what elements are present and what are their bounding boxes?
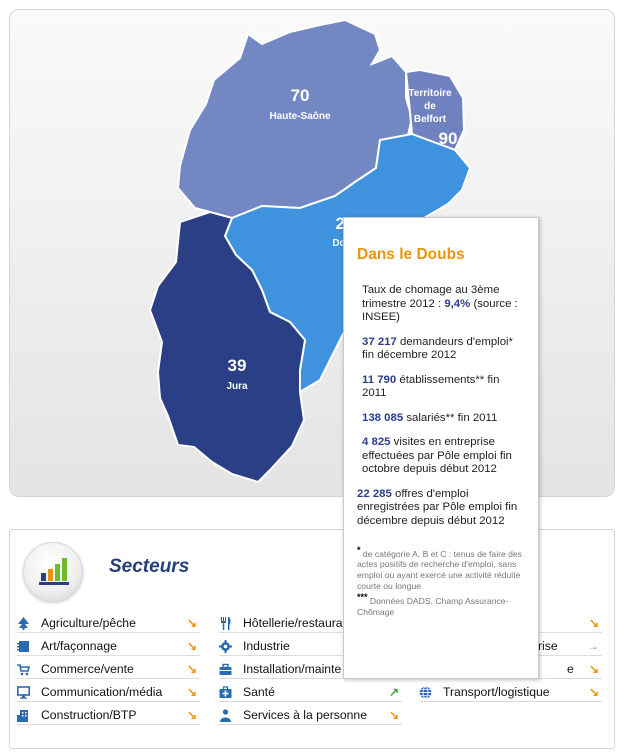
sector-item-art[interactable]: Art/façonnage ↘ bbox=[17, 638, 200, 656]
region-39-number: 39 bbox=[228, 356, 247, 375]
popup-title: Dans le Doubs bbox=[357, 246, 465, 263]
sector-item-commerce[interactable]: Commerce/vente ↘ bbox=[17, 661, 200, 679]
stat-job-offers: 22 285 offres d'emploi enregistrées par … bbox=[357, 488, 526, 529]
sector-item-industrie[interactable]: Industrie bbox=[219, 638, 402, 656]
sector-label: Construction/BTP bbox=[41, 708, 137, 722]
trend-arrow-icon: ↘ bbox=[186, 685, 197, 699]
stat-value: 37 217 bbox=[362, 335, 397, 348]
sector-item-installation[interactable]: Installation/mainte bbox=[219, 661, 402, 679]
footnote: * de catégorie A, B et C : tenus de fair… bbox=[357, 545, 526, 591]
region-90-number: 90 bbox=[439, 129, 458, 148]
trend-arrow-icon: ↘ bbox=[186, 639, 197, 653]
doubs-info-popup: Dans le Doubs Taux de chomage au 3ème tr… bbox=[343, 217, 539, 679]
region-jura[interactable] bbox=[148, 210, 307, 484]
stat-employees: 138 085 salariés** fin 2011 bbox=[357, 412, 526, 426]
stat-text: établissements** fin 2011 bbox=[362, 373, 500, 400]
sector-label: Commerce/vente bbox=[41, 662, 134, 676]
sector-label: Communication/média bbox=[41, 685, 163, 699]
region-25-name: Do bbox=[332, 238, 345, 249]
footnote: *** Données DADS, Champ Assurance-Chômag… bbox=[357, 592, 526, 617]
sector-label: Agriculture/pêche bbox=[41, 616, 136, 630]
sector-item-agriculture[interactable]: Agriculture/pêche ↘ bbox=[17, 615, 200, 633]
region-90-name-line2: de bbox=[424, 101, 436, 112]
sector-label: Industrie bbox=[243, 639, 290, 653]
region-90-name-line3: Belfort bbox=[414, 114, 447, 125]
footnote-text: Données DADS, Champ Assurance-Chômage bbox=[357, 596, 509, 617]
person-icon bbox=[220, 709, 231, 722]
sector-item-hotellerie[interactable]: Hôtellerie/restaura bbox=[219, 615, 402, 633]
cutlery-icon bbox=[221, 617, 231, 630]
sector-label: Hôtellerie/restaura bbox=[243, 616, 343, 630]
sector-item-construction[interactable]: Construction/BTP ↘ bbox=[17, 707, 200, 725]
cart-icon bbox=[17, 664, 30, 676]
stat-job-seekers: 37 217 demandeurs d'emploi* fin décembre… bbox=[357, 336, 526, 363]
sector-label: Services à la personne bbox=[243, 708, 367, 722]
sector-item-sante[interactable]: Santé ↗ bbox=[219, 684, 402, 702]
footnote-mark: * bbox=[357, 545, 361, 555]
stat-value: 9,4% bbox=[444, 297, 471, 310]
region-70-number: 70 bbox=[291, 86, 310, 105]
notebook-icon bbox=[17, 641, 29, 652]
globe-icon bbox=[419, 686, 432, 699]
stat-establishments: 11 790 établissements** fin 2011 bbox=[357, 374, 526, 401]
popup-footnotes: * de catégorie A, B et C : tenus de fair… bbox=[357, 545, 526, 617]
stat-value: 11 790 bbox=[362, 373, 397, 386]
trend-arrow-icon: ↘ bbox=[588, 685, 599, 699]
sector-label: Installation/mainte bbox=[243, 662, 342, 676]
region-70-name: Haute-Saône bbox=[269, 111, 331, 122]
sector-label: Transport/logistique bbox=[443, 685, 550, 699]
trend-arrow-icon: ↘ bbox=[388, 708, 399, 722]
stat-text: Taux de chomage au 3ème trimestre 2012 : bbox=[362, 284, 500, 310]
gear-icon bbox=[219, 640, 232, 653]
tree-icon bbox=[18, 617, 29, 630]
trend-arrow-icon: ↘ bbox=[186, 616, 197, 630]
sector-label: e bbox=[567, 662, 574, 676]
stat-company-visits: 4 825 visites en entreprise effectuées p… bbox=[357, 436, 526, 477]
trend-arrow-icon: → bbox=[587, 639, 599, 653]
region-90-name-line1: Territoire bbox=[408, 88, 452, 99]
sector-item-communication[interactable]: Communication/média ↘ bbox=[17, 684, 200, 702]
medical-kit-icon bbox=[219, 686, 232, 698]
bar-chart-icon bbox=[23, 542, 83, 602]
sector-label: rise bbox=[538, 639, 558, 653]
trend-arrow-icon: ↘ bbox=[588, 616, 599, 630]
region-territoire-de-belfort[interactable] bbox=[404, 68, 466, 152]
toolbox-icon bbox=[219, 663, 232, 675]
sector-label: Art/façonnage bbox=[41, 639, 117, 653]
building-icon bbox=[17, 710, 28, 722]
trend-arrow-icon: ↗ bbox=[388, 685, 399, 699]
trend-arrow-icon: ↘ bbox=[588, 662, 599, 676]
stat-value: 138 085 bbox=[362, 411, 404, 424]
stat-text: salariés** fin 2011 bbox=[403, 411, 498, 424]
sector-item-services-personne[interactable]: Services à la personne ↘ bbox=[219, 707, 402, 725]
stat-value: 4 825 bbox=[362, 436, 391, 448]
sector-item-transport[interactable]: Transport/logistique ↘ bbox=[419, 684, 602, 702]
stat-text: visites en entreprise effectuées par Pôl… bbox=[362, 436, 512, 475]
trend-arrow-icon: ↘ bbox=[186, 708, 197, 722]
stat-value: 22 285 bbox=[357, 487, 392, 500]
stat-text: demandeurs d'emploi* fin décembre 2012 bbox=[362, 335, 513, 362]
sector-label: Santé bbox=[243, 685, 275, 699]
footnote-mark: *** bbox=[357, 592, 368, 603]
stat-text: offres d'emploi enregistrées par Pôle em… bbox=[357, 487, 518, 527]
trend-arrow-icon: ↘ bbox=[186, 662, 197, 676]
region-39-name: Jura bbox=[226, 381, 248, 392]
stat-unemployment-rate: Taux de chomage au 3ème trimestre 2012 :… bbox=[357, 284, 526, 325]
footnote-text: de catégorie A, B et C : tenus de faire … bbox=[357, 548, 522, 591]
monitor-icon bbox=[17, 686, 30, 699]
sectors-title: Secteurs bbox=[109, 556, 190, 577]
stat-text: (source : INSEE) bbox=[362, 297, 518, 324]
